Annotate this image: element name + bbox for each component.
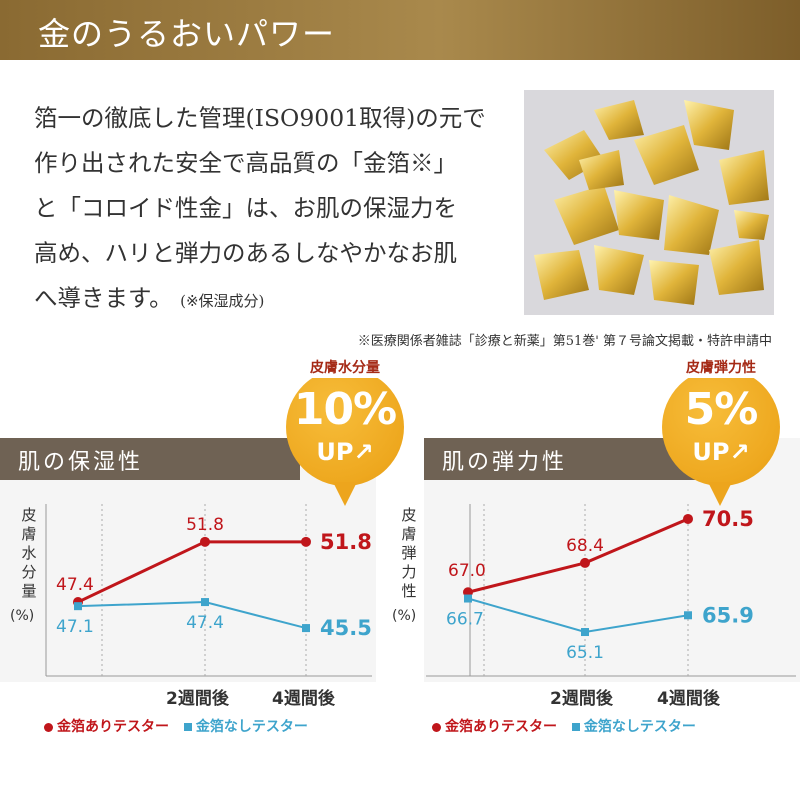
data-point — [74, 602, 82, 611]
y-axis-label: 皮膚水分量 — [21, 506, 37, 600]
legend: 金箔ありテスター 金箔なしテスター — [432, 716, 696, 736]
data-point — [301, 536, 311, 547]
legend-label: 金箔ありテスター — [57, 719, 169, 735]
data-label: 68.4 — [566, 536, 604, 556]
intro-note: (※保湿成分) — [180, 292, 265, 310]
badge-label: 皮膚水分量 — [310, 360, 380, 376]
series-line — [77, 540, 306, 604]
moisture-chart-panel: 肌の保湿性 — [0, 438, 376, 682]
legend-label: 金箔ありテスター — [445, 719, 557, 735]
data-label: 70.5 — [702, 507, 754, 531]
x-tick-label: 2週間後 — [166, 689, 229, 709]
moisture-chart: 47.4 51.8 51.8 47.1 47.4 45.5 — [45, 504, 372, 677]
data-label: 65.9 — [702, 603, 754, 627]
x-tick-label: 2週間後 — [550, 689, 613, 709]
data-point — [581, 628, 589, 637]
data-label: 45.5 — [320, 616, 372, 640]
y-axis-label: 皮膚弾力性 — [401, 506, 417, 600]
badge-up: UP↗ — [316, 438, 374, 466]
legend: 金箔ありテスター 金箔なしテスター — [44, 716, 308, 736]
elasticity-chart: 67.0 68.4 70.5 66.7 65.1 65.9 — [426, 504, 796, 677]
badge-percent: 5% — [684, 384, 759, 435]
intro-line: へ導きます。 (※保湿成分) — [34, 276, 514, 324]
data-label: 51.8 — [186, 515, 224, 535]
data-point — [201, 598, 209, 607]
data-label: 66.7 — [446, 610, 484, 630]
data-label: 47.4 — [56, 575, 94, 595]
data-point — [302, 624, 310, 633]
data-label: 47.1 — [56, 617, 94, 637]
intro-text: 箔一の徹底した管理(ISO9001取得)の元で 作り出された安全で高品質の「金箔… — [34, 96, 514, 324]
legend-marker-gold — [44, 722, 53, 732]
legend-label: 金箔なしテスター — [195, 719, 308, 735]
data-label: 67.0 — [448, 561, 486, 581]
data-point — [200, 536, 210, 547]
legend-label: 金箔なしテスター — [583, 719, 696, 735]
intro-line: 作り出された安全で高品質の「金箔※」 — [34, 149, 457, 177]
series-line — [467, 597, 689, 634]
intro-line: と「コロイド性金」は、お肌の保湿力を — [34, 194, 457, 222]
legend-marker-nogold — [571, 723, 580, 731]
intro-line: 高め、ハリと弾力のあるしなやかなお肌 — [34, 239, 457, 267]
gold-leaf-photo — [524, 90, 774, 315]
data-point — [683, 513, 693, 524]
x-tick-label: 4週間後 — [272, 689, 335, 709]
legend-marker-gold — [432, 722, 441, 732]
intro-line: 箔一の徹底した管理(ISO9001取得)の元で — [34, 104, 486, 132]
badge-label-bg — [656, 354, 786, 378]
data-point — [684, 611, 692, 620]
x-tick-label: 4週間後 — [657, 689, 720, 709]
data-point — [464, 594, 472, 603]
chart-title: 肌の保湿性 — [18, 450, 144, 475]
data-point — [580, 557, 590, 568]
data-label: 47.4 — [186, 613, 224, 633]
badge-label-bg — [280, 354, 410, 378]
header-banner: 金のうるおいパワー — [0, 0, 800, 60]
badge-up: UP↗ — [692, 438, 750, 466]
moisture-badge: 皮膚水分量 10% UP↗ — [280, 354, 410, 486]
elasticity-chart-panel: 肌の弾力性 — [424, 438, 800, 682]
elasticity-badge: 皮膚弾力性 5% UP↗ — [656, 354, 786, 486]
badge-percent: 10% — [293, 384, 397, 435]
intro-line-text: へ導きます。 — [34, 284, 173, 312]
panel-title-bar: 肌の保湿性 — [0, 438, 300, 480]
data-label: 51.8 — [320, 530, 372, 554]
footnote: ※医療関係者雑誌「診療と新薬」第51巻' 第７号論文掲載・特許申請中 — [357, 334, 772, 349]
badge-label: 皮膚弾力性 — [686, 360, 756, 376]
chart-title: 肌の弾力性 — [442, 450, 568, 475]
legend-marker-nogold — [183, 723, 192, 731]
page-title: 金のうるおいパワー — [38, 15, 336, 53]
y-axis-unit: (%) — [392, 608, 417, 624]
badge-pointer — [708, 482, 732, 506]
badge-pointer — [333, 482, 357, 506]
data-label: 65.1 — [566, 643, 604, 663]
y-axis-unit: (%) — [10, 608, 35, 624]
